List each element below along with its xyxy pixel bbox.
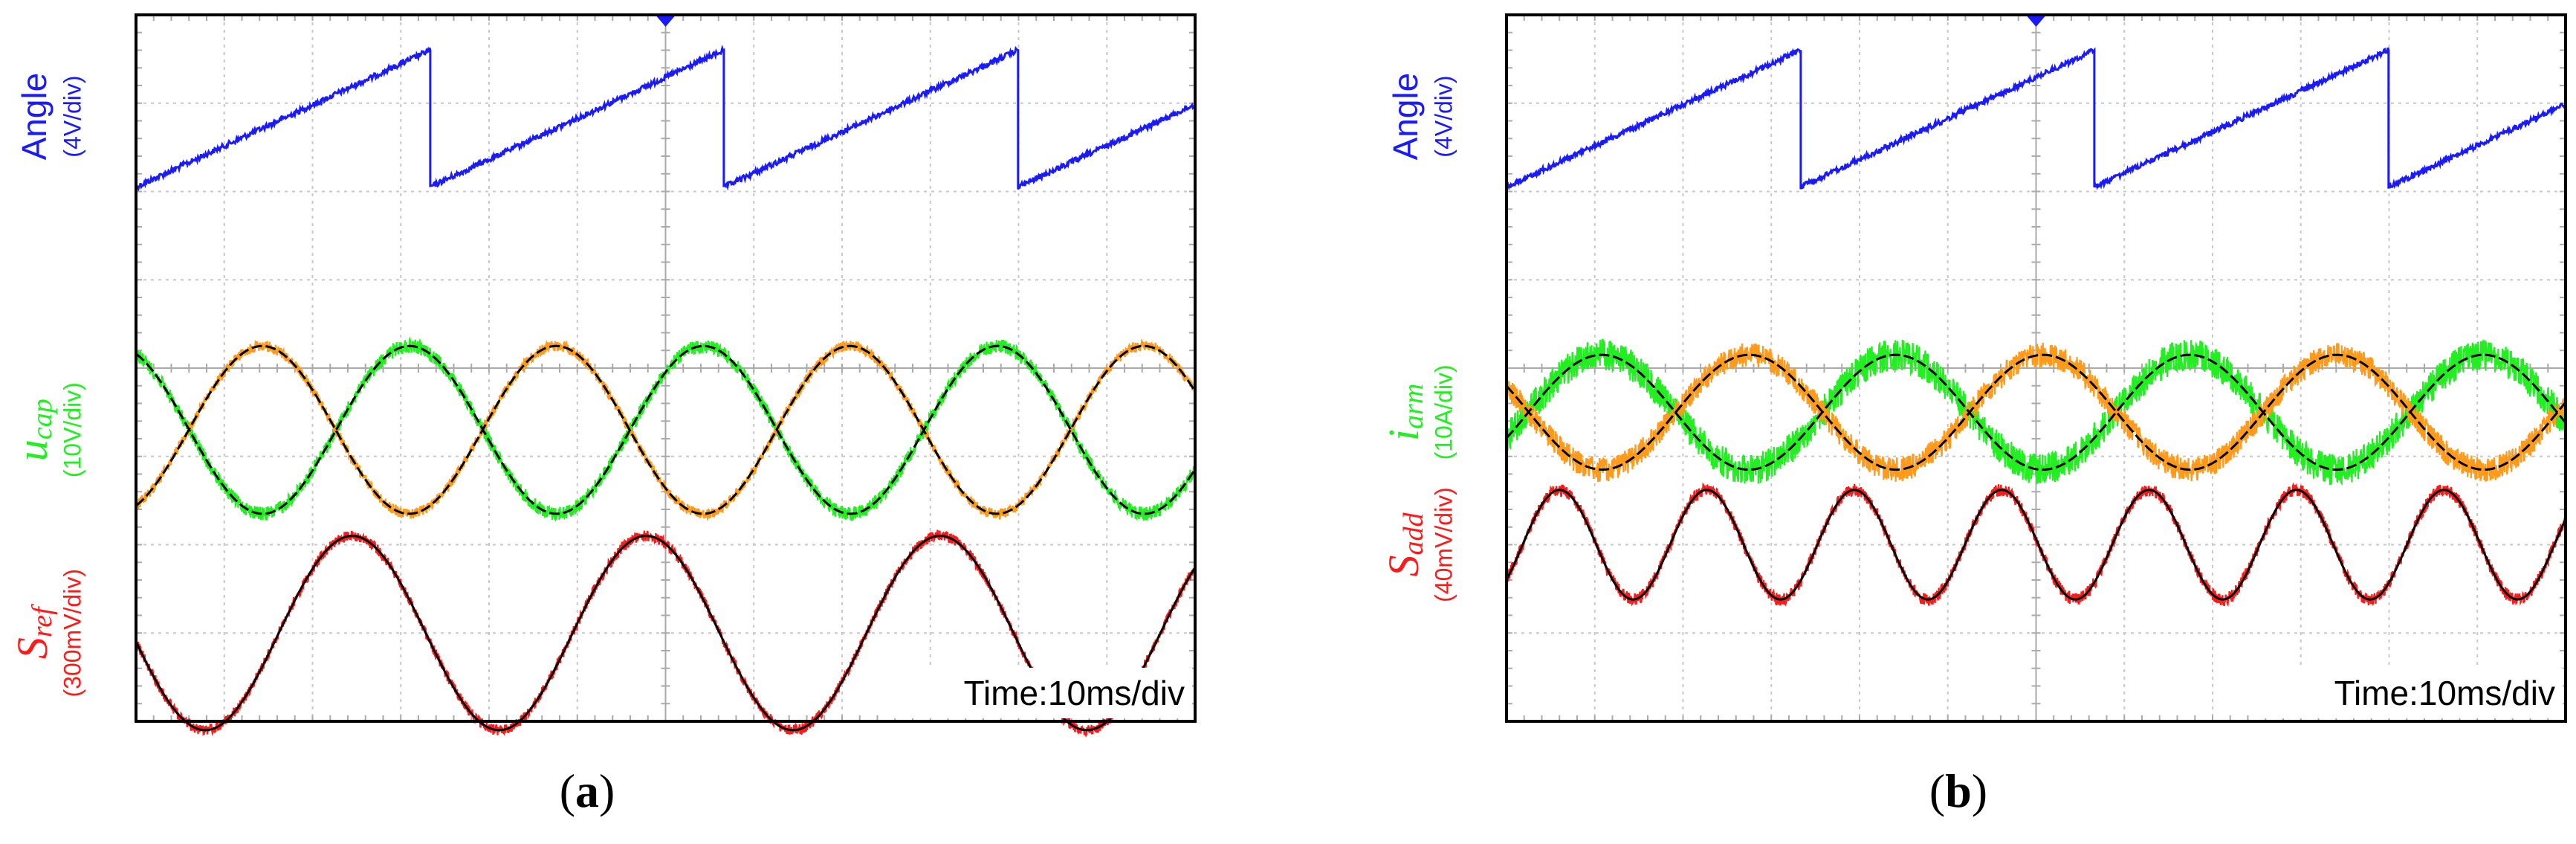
channel-angle [1506,47,2567,191]
channel-label-subscript: ref [27,604,58,637]
panel-a: Angle (4V/div) ucap (10V/div) Sref (300mV/div… [8,13,1197,817]
caption-paren-close: ) [1972,764,1987,817]
channel-label-subscript: add [1398,512,1429,555]
channel-sadd [1505,482,2567,608]
time-scale-label: Time:10ms/div [964,674,1185,712]
panel-caption: (a) [560,764,615,817]
fit-curve-ucap-0 [135,344,1197,515]
channel-scale-sref: (300mV/div) [59,569,85,698]
channel-label-angle: Angle [15,73,54,161]
channel-scale-iarm: (10A/div) [1430,364,1457,460]
trigger-marker-icon [2027,16,2045,27]
channel-label-subscript: arm [1398,384,1429,429]
channel-label-base: u [8,439,56,461]
fit-curve-iarm-1 [1505,353,2567,471]
fit-curve-sadd-0 [1505,489,2567,601]
caption-letter: b [1945,764,1972,817]
channel-label-sadd: Sadd [1379,512,1428,577]
time-label-background [887,668,1192,718]
channel-label-iarm: iarm [1379,384,1428,441]
caption-letter: a [575,764,599,817]
grid [1506,14,2566,722]
channel-scale-sadd: (40mV/div) [1430,487,1457,602]
channel-scale-angle: (4V/div) [59,75,85,157]
channel-label-sref: Sref [8,604,57,659]
channel-iarm [1505,338,2567,486]
plot-frame [135,13,1197,723]
channel-ucap [135,336,1197,522]
panel-b: Angle (4V/div) iarm (10A/div) Sadd (40mV/div)… [1379,13,2567,817]
caption-paren-open: ( [560,764,575,817]
fit-curve-ucap-1 [135,344,1197,515]
trigger-marker-icon [656,16,675,27]
panel-caption: (b) [1929,764,1987,817]
signal-trace-iarm-1 [1505,342,2566,483]
time-label-background [2258,668,2563,718]
channel-label-base: S [8,637,56,659]
signal-trace-iarm-0 [1505,338,2567,486]
angle-trace [135,44,1196,192]
angle-trace [1506,47,2567,191]
time-scale-label: Time:10ms/div [2334,674,2555,712]
plot-frame [1505,13,2567,723]
channel-angle [135,44,1196,192]
channel-label-subscript: cap [27,399,58,439]
caption-paren-close: ) [599,764,615,817]
channel-sref [135,529,1197,738]
channel-label-base: i [1379,429,1428,441]
channel-label-ucap: ucap [8,399,57,461]
fit-curve-iarm-0 [1505,353,2567,471]
channel-label-angle: Angle [1386,73,1425,161]
channel-scale-ucap: (10V/div) [59,382,85,477]
fit-curve-sref-0 [135,535,1197,732]
channel-scale-angle: (4V/div) [1430,75,1457,157]
caption-paren-open: ( [1929,764,1945,817]
channel-label-base: S [1379,555,1428,577]
